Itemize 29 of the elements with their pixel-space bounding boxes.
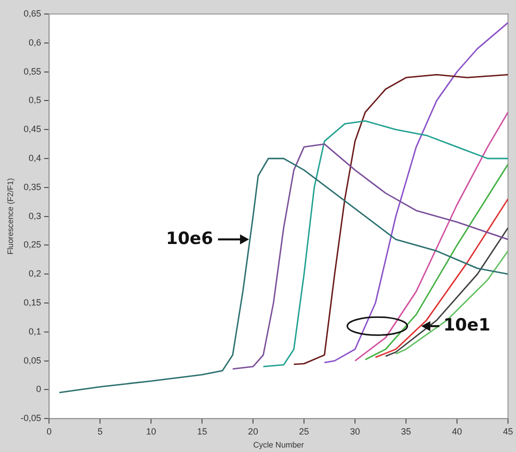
y-tick-label: 0,45 [24,124,42,134]
y-tick-label: 0,05 [24,355,42,366]
x-tick-label: 5 [98,426,103,436]
y-tick-label: 0,55 [24,66,42,76]
y-tick-label: 0 [36,384,42,394]
x-axis-title: Cycle Number [253,440,304,450]
x-tick-label: 10 [146,426,156,436]
x-tick-label: 0 [46,426,52,436]
x-tick-label: 45 [502,426,513,436]
x-tick-label: 25 [299,426,310,436]
x-tick-label: 15 [197,426,208,436]
y-tick-label: 0,65 [24,8,42,18]
annotation: 10e1 [443,316,490,336]
y-tick-label: 0,15 [24,297,42,308]
y-tick-label: 0,6 [28,37,42,48]
y-tick-label: 0,1 [28,326,42,336]
x-tick-label: 20 [248,426,258,436]
y-tick-label: 0,35 [24,182,42,192]
x-tick-label: 40 [452,426,462,436]
y-tick-label: -0,05 [20,413,42,424]
y-tick-label: 0,2 [28,268,42,279]
y-tick-label: 0,25 [24,240,42,250]
y-tick-label: 0,4 [28,152,42,163]
annotation: 10e6 [166,228,214,249]
y-tick-label: 0,3 [28,210,42,221]
x-tick-label: 35 [401,426,412,436]
y-axis-title: Fluorescence (F2/F1) [6,178,16,255]
x-tick-label: 30 [350,426,360,436]
y-tick-label: 0,5 [28,95,42,106]
